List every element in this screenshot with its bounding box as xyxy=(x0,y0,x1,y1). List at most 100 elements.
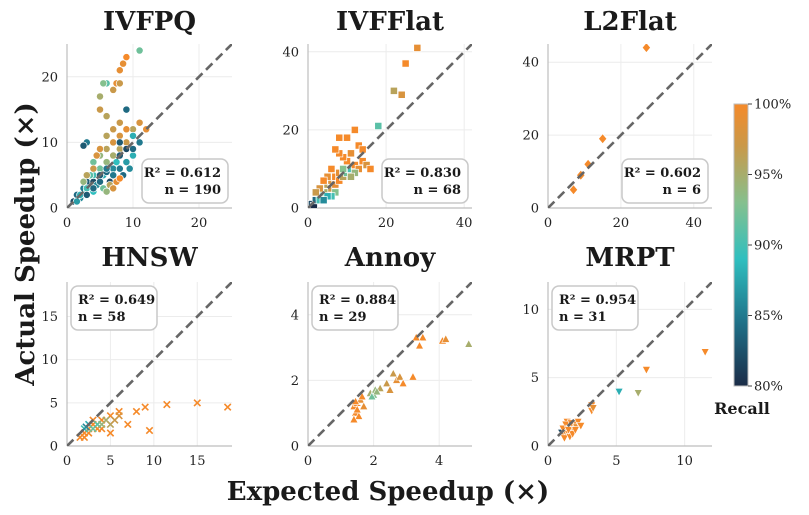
x-tick-label: 0 xyxy=(544,454,552,469)
y-tick-label: 0 xyxy=(531,202,539,217)
y-tick-label: 5 xyxy=(531,371,539,386)
data-point xyxy=(354,411,364,420)
data-point xyxy=(79,141,88,150)
x-tick-label: 4 xyxy=(435,454,443,469)
colorbar-tick-label: 100% xyxy=(754,98,791,113)
identity-line xyxy=(67,282,232,446)
colorbar-title: Recall xyxy=(714,399,770,418)
subplot-mrpt: 0 5 10 0 5 10 MRPT R² = 0.954 n = 31 xyxy=(522,243,712,469)
data-point xyxy=(352,404,362,414)
colorbar-tick-label: 85% xyxy=(754,309,783,324)
data-point xyxy=(388,368,398,378)
y-axis-label: Actual Speedup (×) xyxy=(11,102,41,386)
data-points xyxy=(69,46,151,206)
y-tick-label: 40 xyxy=(522,56,539,71)
stats-box: R² = 0.954 n = 31 xyxy=(551,285,639,331)
data-point xyxy=(122,158,131,167)
data-point xyxy=(89,164,98,173)
data-point xyxy=(102,131,111,140)
data-points xyxy=(349,332,472,424)
data-point xyxy=(82,190,91,199)
data-point xyxy=(112,158,121,167)
data-point xyxy=(223,403,232,411)
r-squared-value: R² = 0.602 xyxy=(624,166,701,181)
data-point xyxy=(82,171,91,180)
data-point xyxy=(109,85,118,94)
sample-count: n = 31 xyxy=(559,310,607,325)
data-point xyxy=(145,426,154,435)
data-point xyxy=(129,125,137,134)
data-point xyxy=(559,434,569,443)
data-point xyxy=(357,391,367,401)
r-squared-value: R² = 0.830 xyxy=(384,166,461,181)
data-point xyxy=(398,378,408,387)
data-point xyxy=(573,418,583,427)
data-point xyxy=(115,118,124,127)
identity-line xyxy=(308,282,472,446)
subplot-title: HNSW xyxy=(101,243,198,273)
x-tick-label: 40 xyxy=(686,216,703,231)
data-point xyxy=(96,92,104,101)
y-tick-label: 40 xyxy=(282,45,299,60)
stats-box: R² = 0.602 n = 6 xyxy=(621,158,709,204)
y-tick-label: 0 xyxy=(291,440,299,455)
subplot-title: Annoy xyxy=(344,243,436,273)
data-point xyxy=(115,138,124,147)
data-point xyxy=(135,118,144,127)
data-point xyxy=(89,158,98,167)
y-tick-label: 4 xyxy=(291,308,299,323)
data-point xyxy=(102,145,111,153)
data-point xyxy=(583,158,593,170)
data-point xyxy=(441,334,451,343)
subplot-title: L2Flat xyxy=(583,7,677,37)
data-point xyxy=(385,385,395,394)
stats-box-frame xyxy=(141,158,229,204)
x-tick-label: 0 xyxy=(63,216,71,231)
identity-line xyxy=(548,282,712,446)
data-point xyxy=(413,44,422,52)
colorbar-gradient xyxy=(733,103,749,387)
data-point xyxy=(401,59,410,68)
stats-box: R² = 0.884 n = 29 xyxy=(311,285,399,331)
data-point xyxy=(129,151,137,160)
r-squared-value: R² = 0.884 xyxy=(319,293,396,308)
colorbar-tick-label: 95% xyxy=(754,168,783,183)
subplot-title: IVFPQ xyxy=(103,7,196,37)
sample-count: n = 190 xyxy=(164,183,221,198)
x-tick-label: 0 xyxy=(63,454,71,469)
data-point xyxy=(389,86,398,95)
y-tick-label: 10 xyxy=(41,353,58,368)
colorbar-tick-label: 80% xyxy=(754,380,783,395)
x-tick-label: 40 xyxy=(456,216,473,231)
identity-line xyxy=(67,44,232,208)
sample-count: n = 58 xyxy=(78,310,126,325)
r-squared-value: R² = 0.954 xyxy=(559,293,636,308)
x-tick-label: 5 xyxy=(612,454,620,469)
data-point xyxy=(382,378,392,387)
data-point xyxy=(347,172,355,181)
data-point xyxy=(115,79,124,88)
x-tick-label: 10 xyxy=(676,454,693,469)
data-point xyxy=(119,59,128,68)
data-point xyxy=(327,165,336,173)
data-point xyxy=(96,145,104,153)
stats-box-frame xyxy=(311,285,399,331)
data-point xyxy=(350,125,359,134)
data-point xyxy=(464,339,472,348)
subplot-ivfpq: 0 10 20 0 10 20 IVFPQ R² = 0.612 n = 190 xyxy=(41,7,232,231)
data-point xyxy=(366,165,375,173)
x-tick-label: 20 xyxy=(191,216,208,231)
x-tick-label: 20 xyxy=(613,216,630,231)
data-point xyxy=(115,131,124,140)
y-tick-label: 0 xyxy=(291,202,299,217)
colorbar: 100% 95% 90% 85% 80% Recall xyxy=(714,98,791,419)
data-point xyxy=(588,404,598,413)
data-point xyxy=(415,340,425,350)
stats-box: R² = 0.649 n = 58 xyxy=(70,285,158,331)
data-point xyxy=(124,420,132,429)
data-point xyxy=(115,174,124,183)
y-tick-label: 0 xyxy=(531,440,539,455)
subplot-annoy: 0 2 4 0 2 4 Annoy R² = 0.884 n = 29 xyxy=(291,243,472,469)
data-point xyxy=(72,197,81,206)
